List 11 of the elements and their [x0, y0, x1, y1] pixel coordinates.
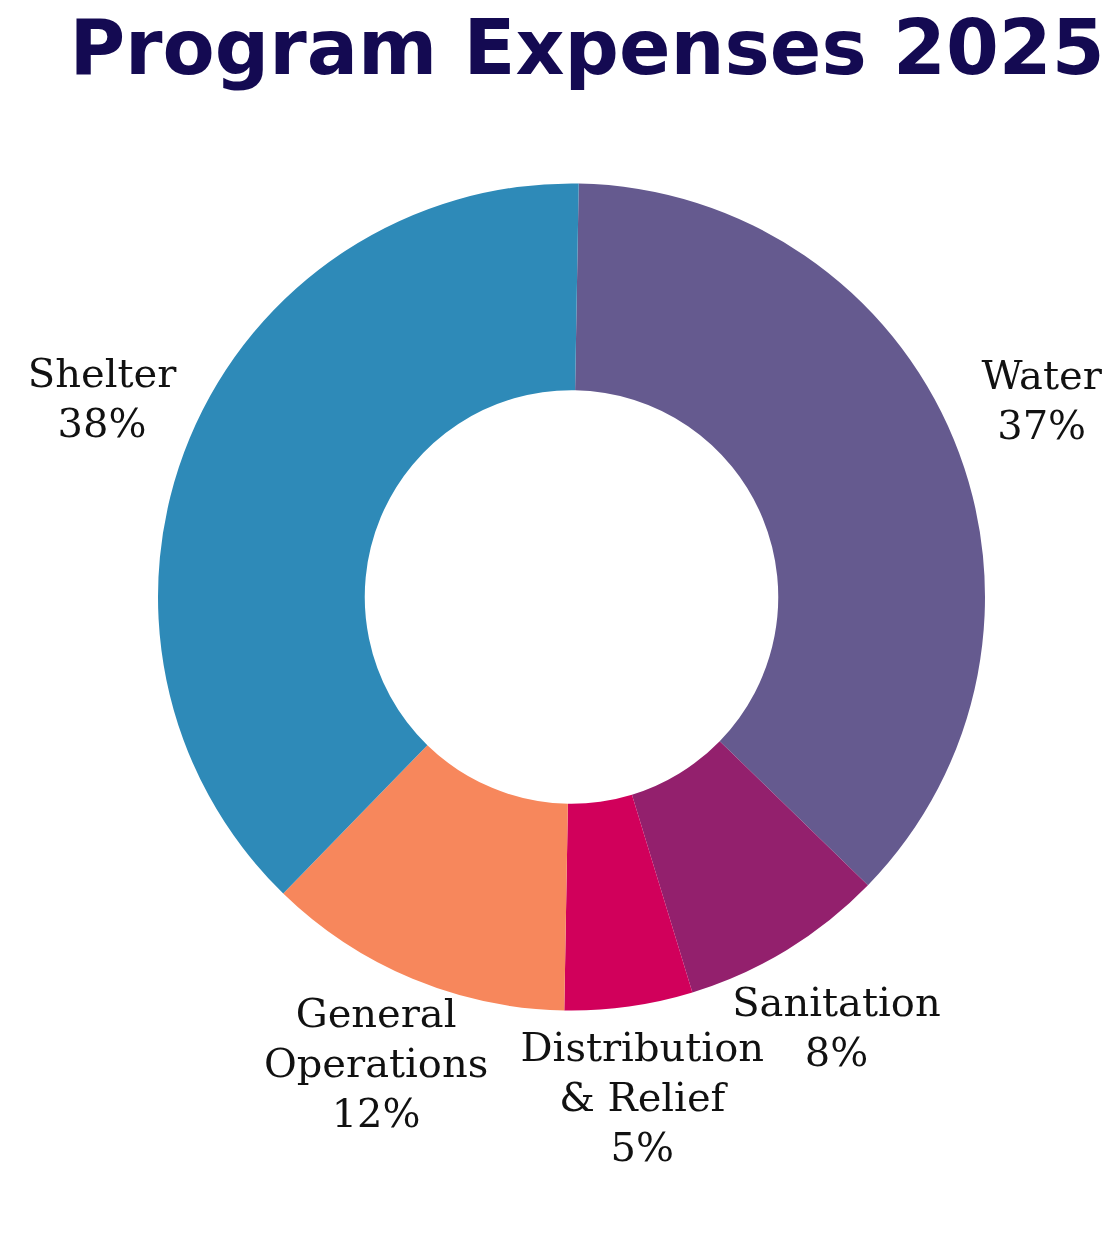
slice-label: Sanitation: [732, 979, 941, 1026]
slice-label: Distribution & Relief: [520, 1023, 764, 1120]
data-label: 38%: [57, 399, 147, 446]
data-label: 12%: [331, 1089, 421, 1136]
slice-label: General Operations: [263, 989, 489, 1086]
slice-label: Water: [981, 351, 1103, 398]
data-label: 8%: [804, 1029, 869, 1076]
slice-label: Shelter: [27, 349, 178, 396]
data-label: 37%: [997, 401, 1087, 448]
chart-title: Program Expenses 2025: [68, 2, 1106, 94]
data-label: 5%: [610, 1123, 674, 1170]
